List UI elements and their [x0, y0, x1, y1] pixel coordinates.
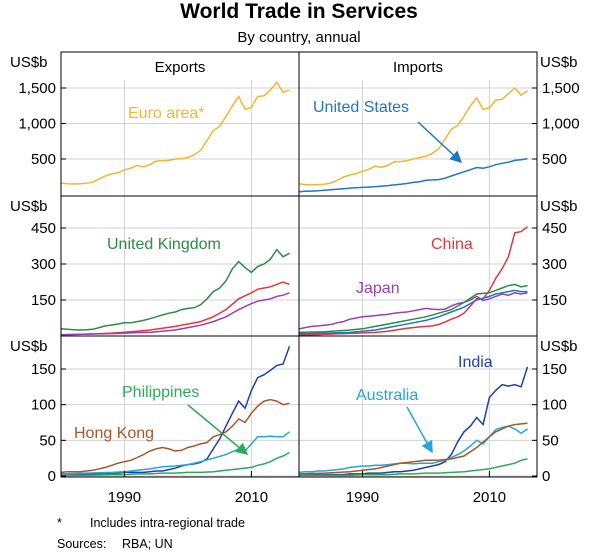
y-unit-label: US$b: [540, 338, 578, 355]
y-tick-label: 100: [31, 397, 56, 414]
series-line: [60, 398, 290, 474]
y-unit-label: US$b: [10, 338, 48, 355]
sources-text: RBA; UN: [122, 537, 173, 551]
y-tick-label: 150: [542, 292, 567, 309]
x-tick-label: 2010: [235, 489, 268, 506]
series-line: [299, 458, 528, 477]
y-tick-label: 150: [542, 361, 567, 378]
arrow-united-states: [417, 121, 463, 164]
chart-title: World Trade in Services: [180, 0, 418, 23]
series-line: [299, 366, 529, 476]
arrow-philippines: [187, 404, 249, 455]
series-line: [298, 86, 528, 186]
y-unit-label: US$b: [10, 54, 48, 71]
chart-subtitle: By country, annual: [237, 29, 361, 46]
y-unit-label: US$b: [10, 198, 48, 215]
label-hong-kong: Hong Kong: [74, 425, 154, 442]
series-line: [60, 81, 290, 185]
y-tick-label: 500: [542, 151, 567, 168]
panel-title-imports: Imports: [393, 59, 443, 76]
series-line: [60, 248, 290, 331]
y-tick-label: 50: [39, 432, 56, 449]
y-tick-label: 1,500: [18, 80, 56, 97]
label-china: China: [431, 236, 473, 253]
series-line: [60, 431, 290, 475]
y-tick-label: 100: [542, 397, 567, 414]
y-tick-label: 0: [48, 468, 56, 485]
series-line: [298, 283, 528, 334]
y-tick-label: 1,000: [542, 116, 580, 133]
y-unit-label: US$b: [540, 198, 578, 215]
y-unit-label: US$b: [540, 54, 578, 71]
y-tick-label: 150: [31, 292, 56, 309]
arrow-australia: [406, 406, 433, 454]
panel-title-exports: Exports: [155, 59, 206, 76]
y-tick-label: 1,500: [542, 80, 580, 97]
y-tick-label: 1,000: [18, 116, 56, 133]
label-philippines: Philippines: [122, 384, 199, 401]
y-tick-label: 450: [542, 220, 567, 237]
series-line: [60, 292, 290, 336]
y-tick-label: 0: [542, 468, 550, 485]
y-tick-label: 500: [31, 151, 56, 168]
x-tick-label: 1990: [108, 489, 141, 506]
series-line: [61, 345, 291, 475]
series-line: [299, 226, 528, 336]
series-line: [298, 289, 528, 335]
y-tick-label: 450: [31, 220, 56, 237]
series-line: [61, 451, 290, 477]
series-line: [298, 157, 528, 193]
series-line: [298, 422, 528, 475]
label-united-states: United States: [313, 99, 409, 116]
label-india: India: [458, 354, 493, 371]
y-tick-label: 300: [31, 256, 56, 273]
series-line: [60, 281, 290, 336]
x-tick-label: 2010: [473, 489, 506, 506]
footnote-marker: *: [57, 516, 62, 530]
y-tick-label: 300: [542, 256, 567, 273]
y-tick-label: 150: [31, 361, 56, 378]
label-australia: Australia: [356, 387, 418, 404]
label-united-kingdom: United Kingdom: [107, 236, 221, 253]
y-tick-label: 50: [542, 432, 559, 449]
footnote-text: Includes intra-regional trade: [90, 516, 245, 530]
label-euro-area: Euro area*: [128, 105, 205, 122]
sources-label: Sources:: [57, 537, 107, 551]
series-line: [298, 292, 528, 330]
x-tick-label: 1990: [346, 489, 379, 506]
label-japan: Japan: [356, 280, 400, 297]
